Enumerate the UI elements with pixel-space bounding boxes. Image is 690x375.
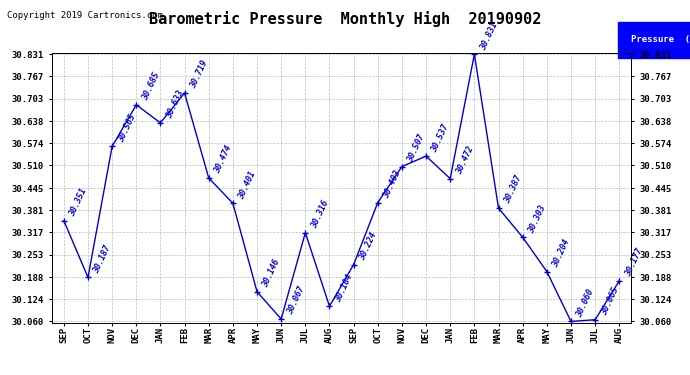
Text: 30.474: 30.474: [213, 144, 234, 175]
Text: 30.403: 30.403: [382, 169, 403, 200]
Text: 30.565: 30.565: [117, 112, 137, 144]
Text: 30.067: 30.067: [286, 285, 306, 316]
Text: 30.507: 30.507: [406, 133, 427, 164]
Text: 30.177: 30.177: [624, 247, 644, 278]
Text: 30.060: 30.060: [575, 288, 596, 319]
Text: 30.351: 30.351: [68, 187, 89, 218]
Text: 30.685: 30.685: [141, 71, 161, 102]
Text: 30.316: 30.316: [310, 199, 331, 230]
Text: 30.831: 30.831: [479, 21, 500, 51]
Text: 30.472: 30.472: [455, 145, 475, 176]
Text: Copyright 2019 Cartronics.com: Copyright 2019 Cartronics.com: [7, 11, 163, 20]
Text: 30.065: 30.065: [600, 286, 620, 317]
Text: 30.224: 30.224: [358, 231, 379, 262]
Text: 30.187: 30.187: [92, 244, 113, 274]
Text: 30.387: 30.387: [503, 174, 524, 206]
Text: 30.537: 30.537: [431, 122, 451, 153]
Text: 30.401: 30.401: [237, 170, 258, 201]
Text: 30.204: 30.204: [551, 238, 572, 269]
Text: 30.146: 30.146: [262, 258, 282, 289]
Text: 30.719: 30.719: [189, 59, 210, 90]
Text: 30.104: 30.104: [334, 273, 355, 303]
Text: Barometric Pressure  Monthly High  20190902: Barometric Pressure Monthly High 2019090…: [149, 11, 541, 27]
Text: Pressure  (Inches/Hg): Pressure (Inches/Hg): [631, 35, 690, 44]
Text: 30.303: 30.303: [527, 204, 548, 234]
Text: 30.633: 30.633: [165, 89, 186, 120]
